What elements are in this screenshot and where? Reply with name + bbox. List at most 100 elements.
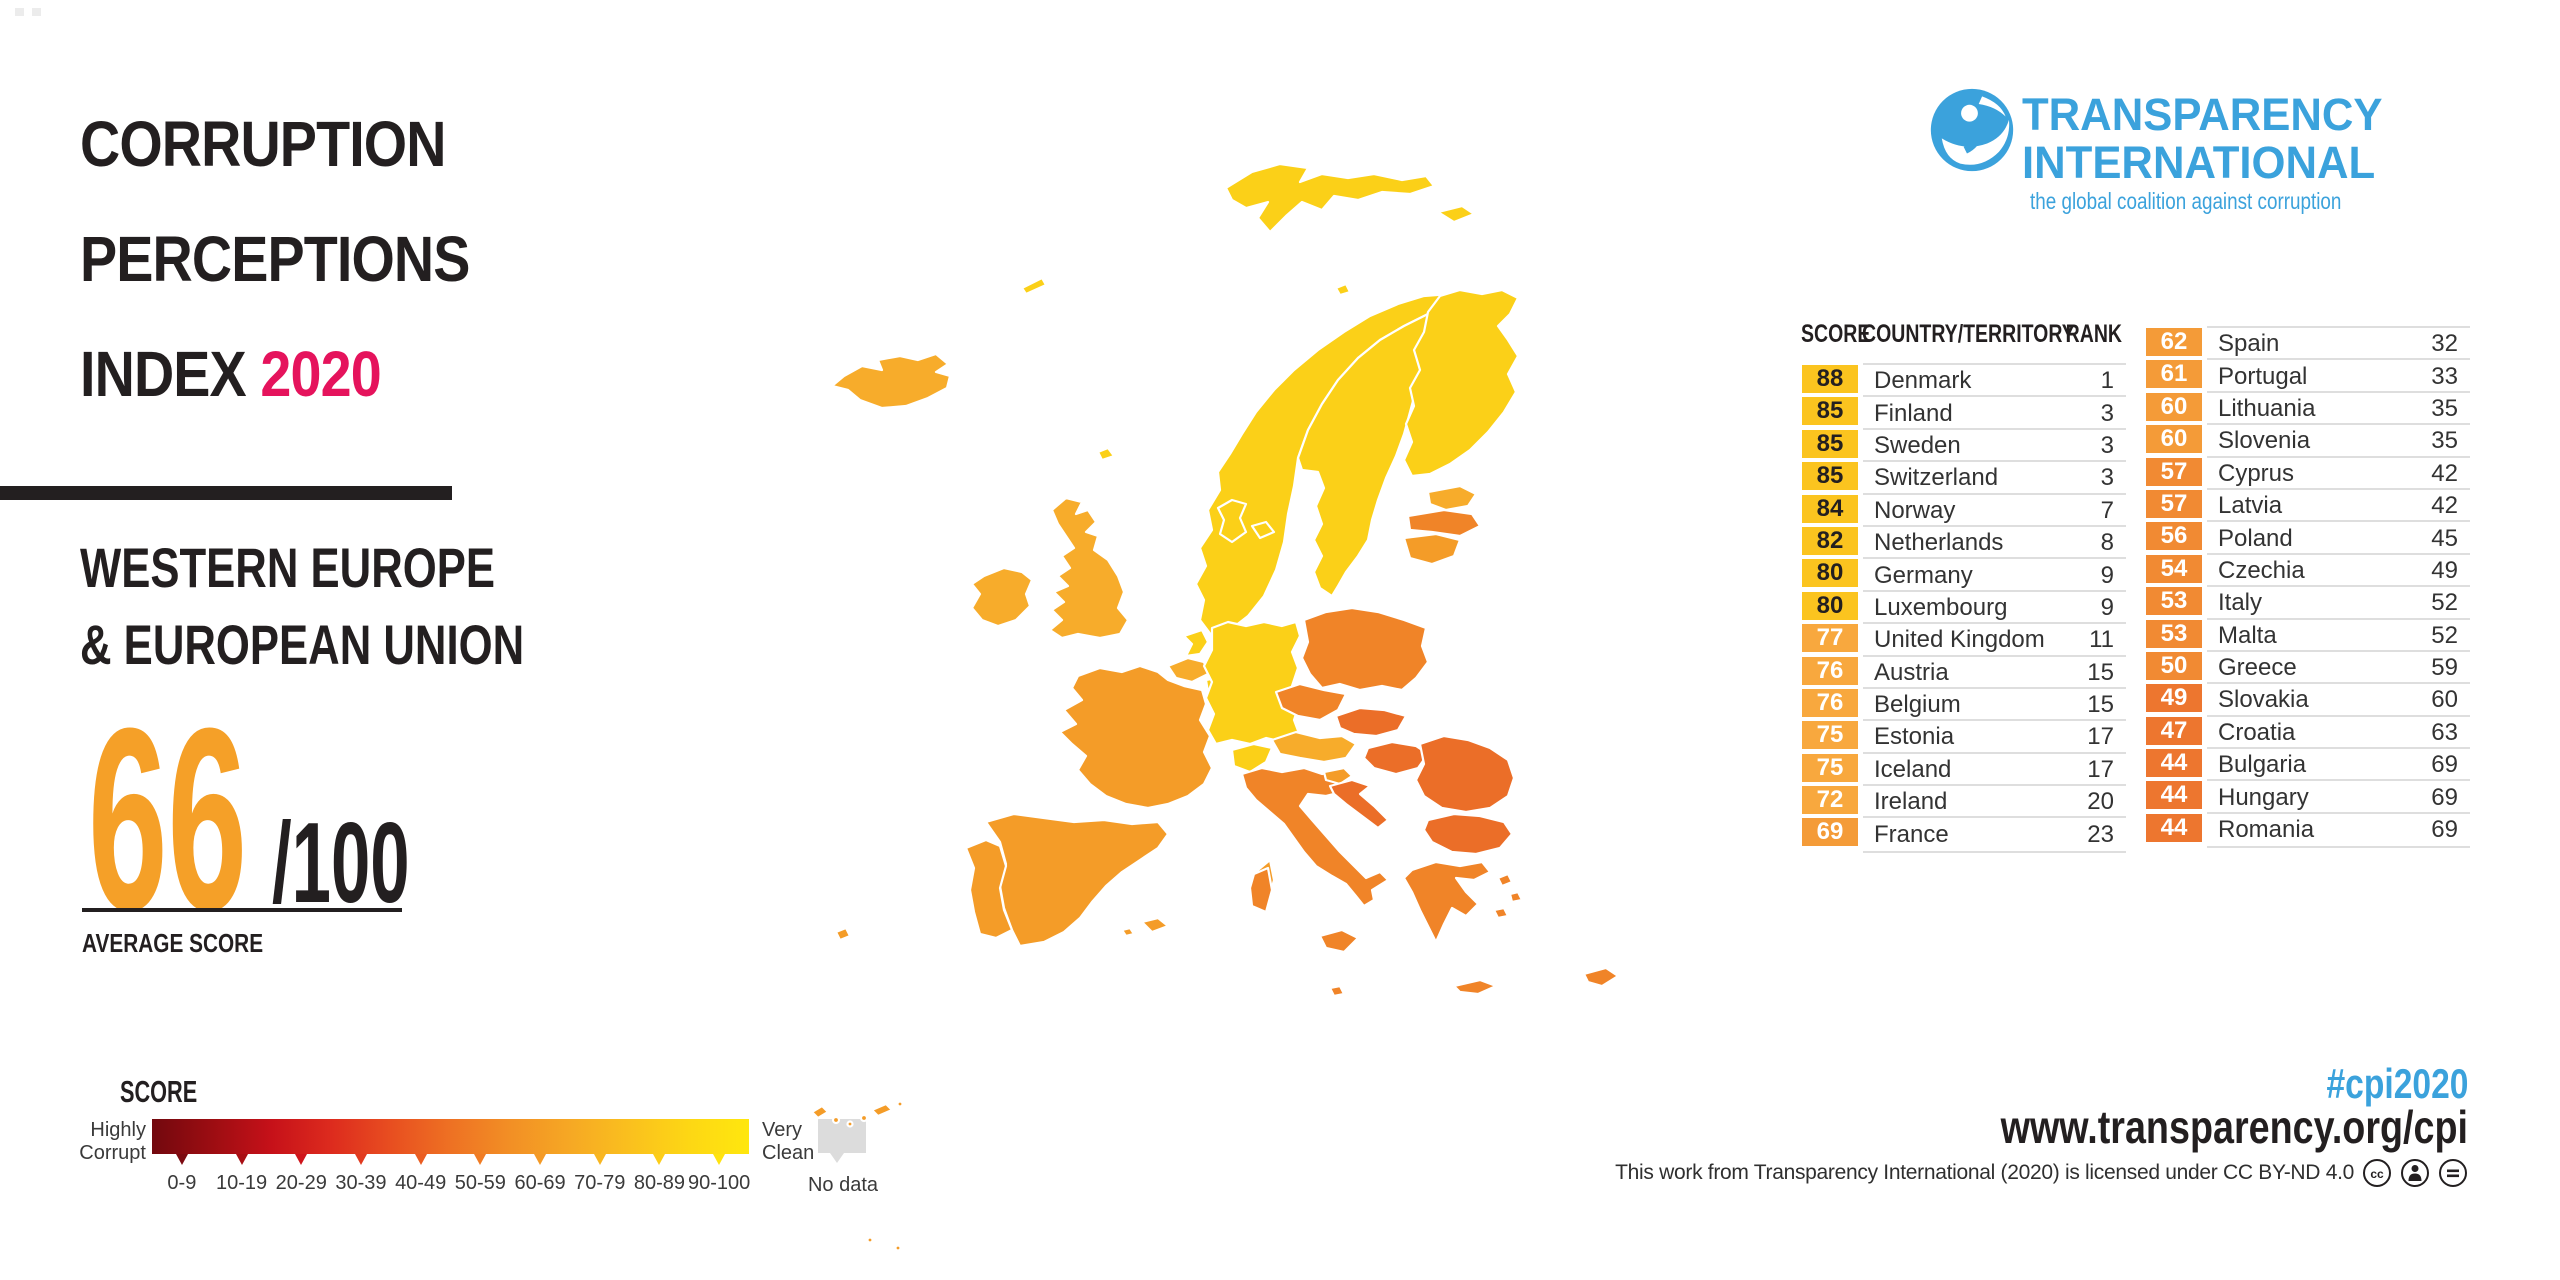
score-cell: 57	[2146, 457, 2202, 486]
rank-value: 52	[2431, 621, 2458, 649]
map-canary-dash	[870, 1102, 894, 1118]
table-row: 53 Malta 52	[2146, 617, 2470, 650]
region-title-line2: & EUROPEAN UNION	[80, 613, 525, 676]
table-row: 76 Austria 15	[1802, 654, 2126, 687]
legend-tick	[354, 1154, 367, 1165]
logo-name-line1: TRANSPARENCY	[2022, 89, 2383, 140]
score-cell: 44	[2146, 781, 2202, 810]
legend-range-label: 90-100	[688, 1172, 751, 1194]
score-cell: 57	[2146, 489, 2202, 518]
country-name: Belgium	[1874, 691, 1961, 719]
score-cell: 85	[1802, 429, 1858, 458]
table-row: 53 Italy 52	[2146, 585, 2470, 617]
country-name: Austria	[1874, 658, 1949, 686]
average-score-denominator: /100	[272, 800, 410, 927]
rank-value: 32	[2431, 330, 2458, 358]
table-row: 85 Sweden 3	[1802, 427, 2126, 460]
rank-value: 8	[2100, 529, 2114, 557]
rank-value: 17	[2087, 723, 2114, 751]
map-iceland	[830, 352, 952, 410]
map-malta	[1328, 984, 1346, 998]
score-cell: 72	[1802, 786, 1858, 815]
country-name: Malta	[2218, 621, 2277, 649]
legend-very-clean-label: Very Clean	[762, 1119, 815, 1164]
page-title-line2: PERCEPTIONS	[80, 223, 470, 295]
score-cell: 53	[2146, 587, 2202, 616]
average-score-label: AVERAGE SCORE	[82, 928, 264, 958]
table-header-score: SCORE	[1801, 320, 1871, 348]
page-title-line1: CORRUPTION	[80, 108, 446, 180]
country-name: Estonia	[1874, 723, 1955, 751]
score-cell: 61	[2146, 360, 2202, 389]
legend-tick	[175, 1154, 188, 1165]
table-row: 77 United Kingdom 11	[1802, 622, 2126, 654]
rank-value: 45	[2431, 524, 2458, 552]
logo-tagline: the global coalition against corruption	[2030, 188, 2342, 214]
table-row: 80 Germany 9	[1802, 557, 2126, 589]
score-cell: 56	[2146, 522, 2202, 551]
legend-range-label: 30-39	[335, 1172, 387, 1194]
rank-value: 3	[2100, 464, 2114, 492]
map-estonia	[1426, 484, 1478, 512]
score-cell: 82	[1802, 526, 1858, 555]
rank-value: 7	[2100, 496, 2114, 524]
country-name: Luxembourg	[1874, 593, 2008, 621]
title-divider	[0, 486, 452, 500]
country-name: Romania	[2218, 816, 2315, 844]
map-denmark-isles	[1250, 520, 1276, 540]
rank-value: 35	[2431, 394, 2458, 422]
map-slovenia	[1322, 766, 1354, 786]
rank-value: 42	[2431, 492, 2458, 520]
country-name: Italy	[2218, 589, 2263, 617]
map-united-kingdom	[1048, 496, 1130, 640]
transparency-international-logo-icon	[1930, 88, 2014, 172]
score-cell: 60	[2146, 425, 2202, 454]
score-cell: 76	[1802, 656, 1858, 685]
map-france	[1058, 664, 1214, 810]
legend-title: SCORE	[120, 1074, 198, 1109]
rank-value: 17	[2087, 755, 2114, 783]
legend-tick	[653, 1154, 666, 1165]
region-title-line1: WESTERN EUROPE	[80, 536, 496, 599]
legend-range-label: 80-89	[633, 1172, 686, 1194]
score-cell: 85	[1802, 462, 1858, 491]
score-cell: 47	[2146, 716, 2202, 745]
rank-value: 69	[2431, 783, 2458, 811]
table-row: 54 Czechia 49	[2146, 552, 2470, 585]
rank-value: 63	[2431, 718, 2458, 746]
rank-value: 15	[2087, 658, 2114, 686]
country-name: Cyprus	[2218, 459, 2295, 487]
legend-range-label: 60-69	[514, 1172, 566, 1194]
rank-value: 15	[2087, 691, 2114, 719]
map-spain	[984, 812, 1170, 948]
map-sweden	[1296, 310, 1470, 598]
cc-attribution-icon	[2401, 1159, 2429, 1187]
rank-value: 69	[2431, 751, 2458, 779]
table-row: 62 Spain 32	[2146, 326, 2470, 358]
score-cell: 75	[1802, 753, 1858, 782]
score-cell: 75	[1802, 721, 1858, 750]
country-name: Greece	[2218, 654, 2297, 682]
map-jan-mayen	[1020, 276, 1048, 296]
corner-mark	[15, 8, 24, 16]
legend-range-label: 0-9	[167, 1172, 197, 1194]
rank-value: 3	[2100, 431, 2114, 459]
map-greek-island	[1496, 872, 1514, 888]
legend-range-label: 40-49	[395, 1172, 447, 1194]
map-germany	[1202, 620, 1302, 746]
rank-value: 3	[2100, 399, 2114, 427]
map-portugal	[964, 838, 1014, 940]
map-bulgaria	[1422, 812, 1514, 856]
map-balearic-islet	[1120, 926, 1136, 938]
country-name: Hungary	[2218, 783, 2309, 811]
country-table-left: 88 Denmark 1 85 Finland 3 85 Sweden 3 85 Switzerla…	[1802, 363, 2126, 853]
legend-range-label: 20-29	[275, 1172, 327, 1194]
rank-value: 52	[2431, 589, 2458, 617]
table-row: 61 Portugal 33	[2146, 358, 2470, 390]
map-norway	[1194, 292, 1468, 638]
hashtag: #cpi2020	[2326, 1060, 2468, 1107]
legend-tick	[414, 1154, 427, 1165]
average-score-value: 66	[88, 675, 248, 965]
table-row: 57 Cyprus 42	[2146, 455, 2470, 488]
table-row: 75 Estonia 17	[1802, 719, 2126, 751]
